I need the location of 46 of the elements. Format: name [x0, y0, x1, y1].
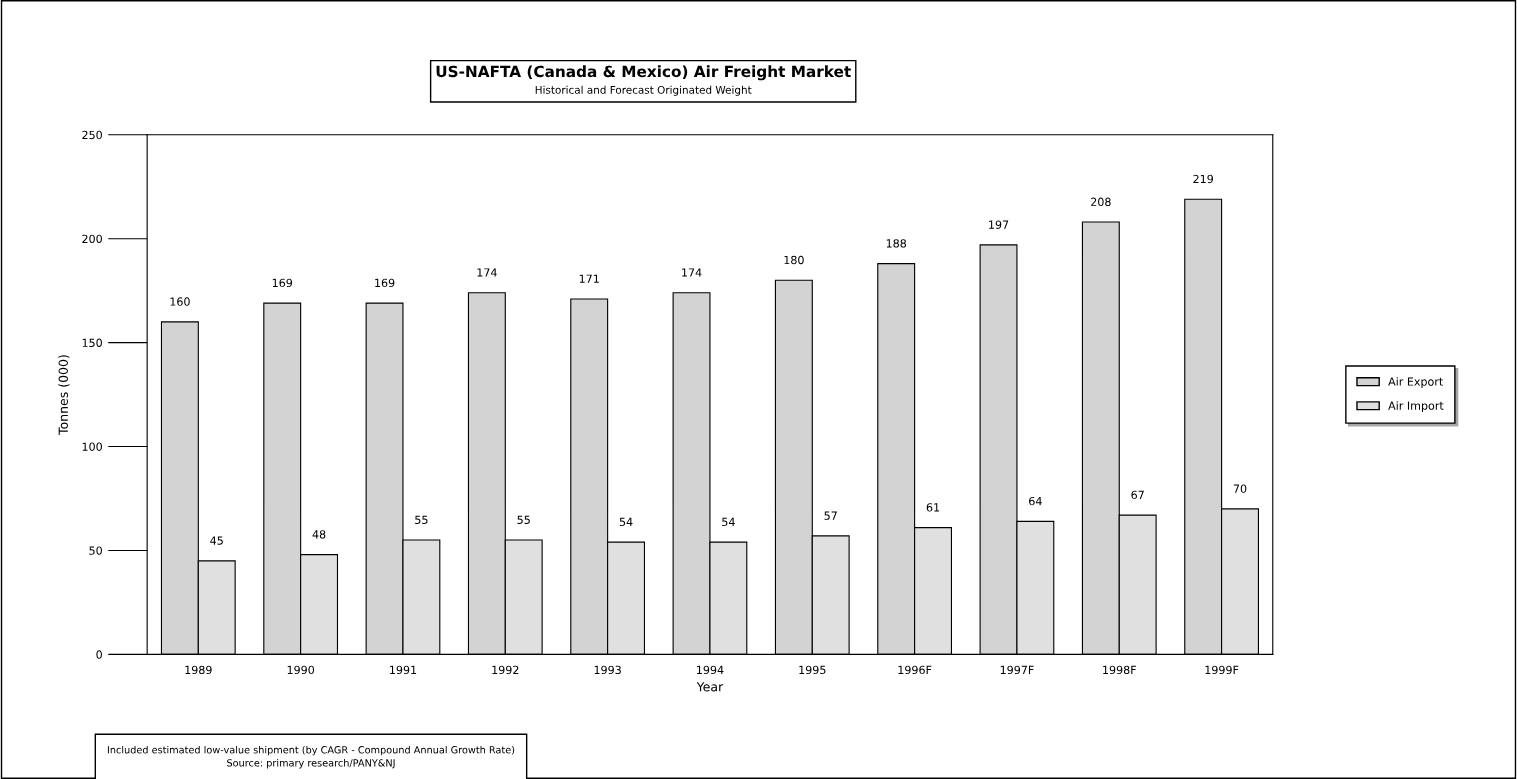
data-label: 57	[824, 511, 837, 520]
y-tick-label: 250	[82, 130, 102, 140]
data-label: 219	[1193, 174, 1213, 184]
x-tick-label: 1996F	[898, 665, 932, 675]
x-tick-label: 1995	[799, 665, 826, 675]
data-label: 208	[1091, 197, 1111, 207]
x-tick-label: 1999F	[1205, 665, 1239, 675]
data-label: 64	[1029, 496, 1042, 506]
data-label: 45	[210, 536, 223, 545]
x-tick-label: 1992	[492, 665, 519, 675]
data-label: 180	[784, 255, 804, 265]
data-label: 55	[517, 515, 530, 525]
x-tick-label: 1994	[697, 665, 724, 675]
data-label: 55	[415, 515, 428, 525]
text: Included estimated low-value shipment (by CAGR - Compound Annual Growth Rate) Source: primary research/PANY&NJ	[107, 745, 515, 769]
x-tick-label: 1990	[287, 665, 315, 675]
y-tick-label: 100	[82, 442, 102, 451]
data-label: 54	[722, 517, 735, 527]
data-label: 197	[989, 220, 1009, 229]
x-tick-label: 1993	[594, 665, 621, 675]
x-tick-label: 1989	[185, 665, 212, 675]
x-tick-label: 1997F	[1000, 665, 1034, 675]
x-tick-label: 1998F	[1103, 665, 1136, 675]
data-label: 67	[1131, 490, 1144, 500]
data-label: 169	[272, 278, 293, 288]
chart-title: US-NAFTA (Canada & Mexico) Air Freight Market	[436, 65, 851, 81]
data-label: 171	[579, 274, 599, 283]
data-label: 54	[619, 517, 633, 527]
y-tick-label: 200	[82, 234, 102, 244]
y-axis-title: Tonnes (000)	[58, 355, 70, 435]
data-label: 174	[477, 268, 497, 277]
y-tick-label: 50	[89, 546, 102, 555]
y-tick-label: 150	[82, 338, 102, 347]
x-axis-title: Year	[696, 682, 724, 692]
data-label: 169	[375, 278, 395, 288]
x-tick-label: 1991	[390, 665, 417, 675]
y-tick-label: 0	[96, 650, 102, 659]
data-label: 48	[312, 530, 326, 539]
data-label: 174	[682, 268, 702, 277]
legend-label: Air Export	[1388, 377, 1443, 388]
data-label: 61	[926, 503, 940, 512]
chart-subtitle: Historical and Forecast Originated Weight	[535, 85, 752, 96]
data-label: 160	[170, 297, 190, 306]
data-label: 188	[886, 239, 907, 248]
data-label: 70	[1233, 484, 1247, 493]
legend-label: Air Import	[1388, 401, 1444, 412]
